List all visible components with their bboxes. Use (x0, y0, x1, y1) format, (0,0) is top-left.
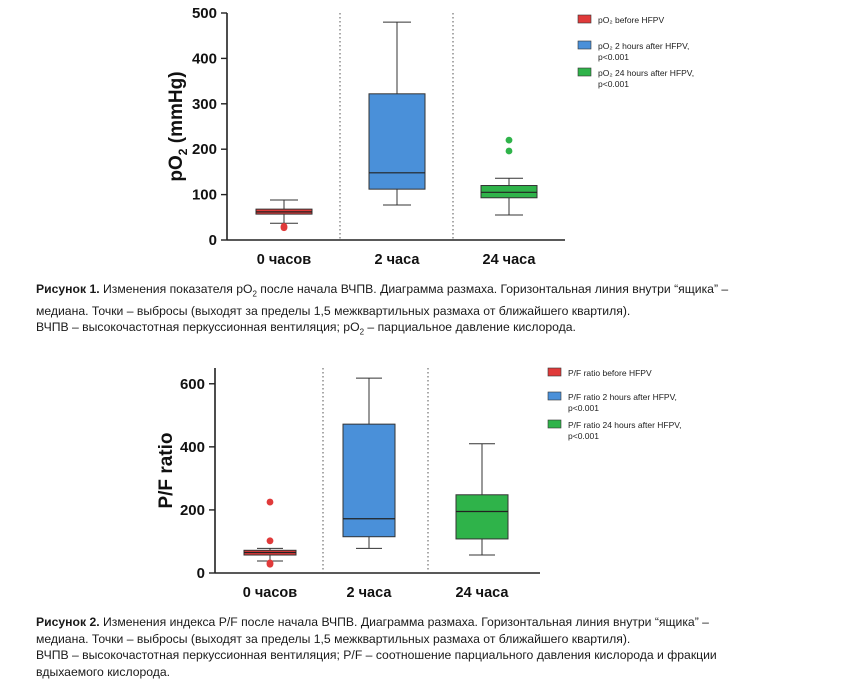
y-axis-label: P/F ratio (156, 432, 177, 508)
caption-2-line4: вдыхаемого кислорода. (36, 664, 836, 680)
outlier-point (267, 499, 274, 506)
legend-label: p<0.001 (568, 403, 599, 413)
chart-2: 0 200 400 600 P/F ratio 0 часов 2 часа 24 часа P… (156, 368, 682, 601)
y-tick-label: 200 (192, 141, 217, 158)
x-category-label: 2 часа (375, 252, 421, 268)
figure-2-caption: Рисунок 2. Изменения индекса P/F после н… (36, 614, 836, 680)
caption-1-line3-end: – парциальное давление кислорода. (364, 320, 576, 334)
x-category-label: 0 часов (257, 252, 311, 268)
legend-swatch (548, 392, 561, 400)
legend-swatch (578, 68, 591, 76)
outlier-point (506, 137, 513, 144)
outlier-point (506, 148, 513, 155)
x-category-label: 2 часа (347, 585, 393, 601)
y-tick-label: 400 (192, 50, 217, 67)
box-iqr (343, 424, 395, 537)
box-iqr (481, 186, 537, 198)
legend-swatch (548, 368, 561, 376)
y-axis-label: pO2 (mmHg) (166, 71, 190, 181)
y-tick-label: 200 (180, 502, 205, 519)
y-tick-label: 0 (209, 232, 217, 249)
x-category-label: 24 часа (483, 252, 537, 268)
caption-1-text: после начала ВЧПВ. Диаграмма размаха. Го… (257, 282, 728, 296)
outlier-point (267, 537, 274, 544)
legend-label: p<0.001 (598, 52, 629, 62)
caption-1-text: Изменения показателя pO (100, 282, 253, 296)
y-tick-label: 100 (192, 187, 217, 204)
y-tick-label: 300 (192, 96, 217, 113)
y-tick-label: 0 (197, 565, 205, 582)
x-category-label: 24 часа (456, 585, 510, 601)
legend-label: P/F ratio 24 hours after HFPV, (568, 420, 682, 430)
x-category-label: 0 часов (243, 585, 297, 601)
legend-label: P/F ratio before HFPV (568, 368, 652, 378)
box-iqr (369, 94, 425, 189)
chart-1: 0 100 200 300 400 500 pO2 (mmHg) 0 часов 2 часа 2… (166, 5, 694, 268)
caption-2-label: Рисунок 2. (36, 615, 100, 629)
outlier-point (267, 561, 274, 568)
legend-label: p<0.001 (598, 79, 629, 89)
legend-label: p<0.001 (568, 431, 599, 441)
legend-swatch (548, 420, 561, 428)
y-tick-label: 600 (180, 376, 205, 393)
legend-swatch (578, 41, 591, 49)
caption-1-line2: медиана. Точки – выбросы (выходят за пре… (36, 303, 836, 320)
outlier-point (281, 224, 288, 231)
legend-label: pO₂ before HFPV (598, 15, 664, 25)
box-iqr (456, 495, 508, 539)
caption-1-line3: ВЧПВ – высокочастотная перкуссионная вен… (36, 320, 360, 334)
caption-2-line3: ВЧПВ – высокочастотная перкуссионная вен… (36, 647, 836, 664)
y-tick-label: 400 (180, 439, 205, 456)
caption-2-text: Изменения индекса P/F после начала ВЧПВ.… (100, 615, 709, 629)
legend-label: pO₂ 2 hours after HFPV, (598, 41, 689, 51)
legend-label: P/F ratio 2 hours after HFPV, (568, 392, 677, 402)
caption-1-label: Рисунок 1. (36, 282, 100, 296)
figure-1-caption: Рисунок 1. Изменения показателя pO2 посл… (36, 281, 836, 341)
legend-label: pO₂ 24 hours after HFPV, (598, 68, 694, 78)
caption-2-line2: медиана. Точки – выбросы (выходят за пре… (36, 631, 836, 648)
y-tick-label: 500 (192, 5, 217, 22)
legend-swatch (578, 15, 591, 23)
